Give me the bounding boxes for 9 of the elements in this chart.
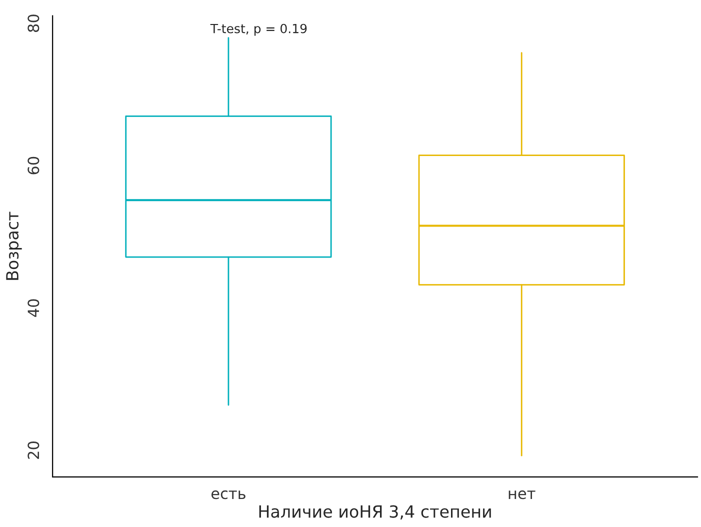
y-axis-title: Возраст [6, 212, 22, 280]
y-tick-label: 20 [28, 442, 40, 459]
x-tick-label: есть [211, 490, 246, 500]
y-tick-label: 60 [28, 156, 40, 174]
y-tick-label: 80 [28, 14, 40, 32]
x-tick-label: нет [508, 490, 536, 500]
x-axis-title: Наличие иоНЯ 3,4 степени [259, 505, 491, 520]
y-tick-label: 40 [28, 299, 40, 317]
annotation: T-test, p = 0.19 [210, 24, 307, 36]
